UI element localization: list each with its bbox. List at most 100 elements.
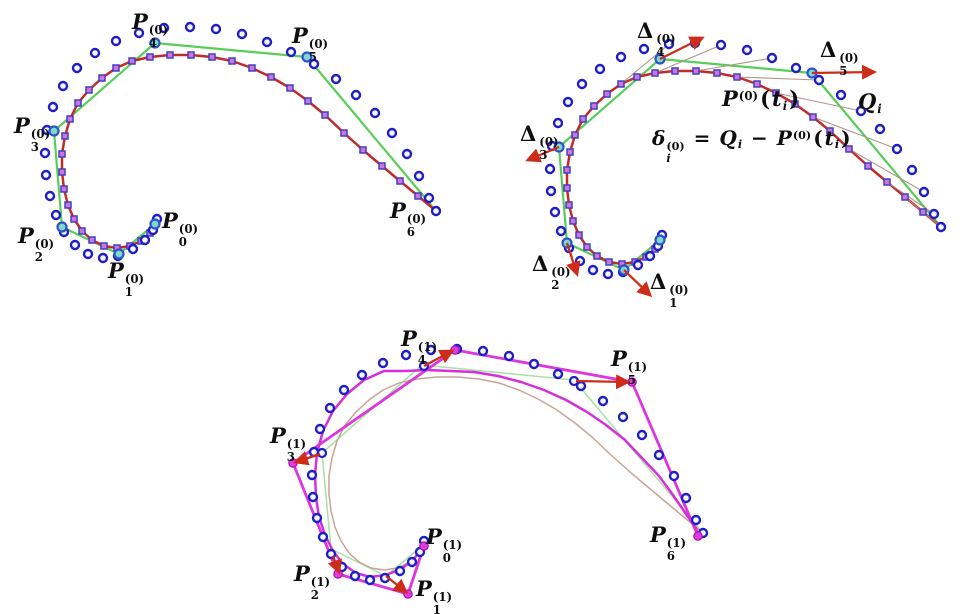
data-point: [400, 349, 412, 361]
data-point: [552, 117, 564, 129]
data-point: [386, 127, 398, 139]
data-point: [338, 384, 350, 396]
data-point: [477, 345, 489, 357]
data-point: [406, 556, 418, 568]
data-point: [69, 239, 81, 251]
data-point: [307, 491, 319, 503]
data-point: [97, 252, 109, 264]
label-D2-iter0: Δ (0) 2: [532, 251, 571, 293]
curve-sample-marker: [321, 111, 329, 119]
curve-sample-marker: [58, 168, 66, 176]
curve-sample-marker: [60, 185, 68, 193]
curve-sample-marker: [864, 162, 872, 170]
label-P2-iter0: P (0) 2: [18, 223, 55, 265]
curve-sample-marker: [563, 166, 571, 174]
curve-sample-marker: [248, 64, 256, 72]
data-point: [210, 23, 222, 35]
data-point: [311, 512, 323, 524]
control-point: [113, 248, 125, 260]
data-point: [741, 44, 753, 56]
error-vector-line: [695, 56, 774, 72]
label-curve-point: P(0)(ti): [722, 86, 800, 113]
label-P0-iter0: P (0) 0: [162, 208, 199, 250]
curve-sample-marker: [208, 53, 216, 61]
curve-sample-marker: [791, 100, 799, 108]
data-point: [906, 164, 918, 176]
curve-sample-marker: [617, 80, 625, 88]
control-point: [149, 218, 161, 230]
data-point: [632, 259, 644, 271]
curve-sample-marker: [66, 115, 74, 123]
data-point: [813, 74, 825, 86]
data-point: [158, 22, 170, 34]
plot-iteration0-errors: [525, 36, 947, 298]
curve-sample-marker: [378, 162, 386, 170]
control-point: [693, 531, 703, 541]
curve-sample-marker: [88, 236, 96, 244]
curve-sample-marker: [61, 132, 69, 140]
data-point: [594, 63, 606, 75]
data-point: [330, 73, 342, 85]
error-vector-line: [886, 181, 935, 215]
curve-sample-marker: [563, 184, 571, 192]
data-point: [423, 192, 435, 204]
curve-sample-marker: [603, 90, 611, 98]
data-point: [413, 170, 425, 182]
label-error-formula: δ (0) i = Qi − P(0)(ti): [652, 126, 851, 166]
curve-sample-marker: [713, 69, 721, 77]
data-point: [184, 21, 196, 33]
data-point: [308, 58, 320, 70]
control-polygon: [52, 41, 438, 256]
data-point: [855, 105, 867, 117]
adjustment-arrow: [327, 555, 342, 575]
fitted-curve: [60, 53, 438, 250]
data-point: [356, 369, 368, 381]
control-point: [654, 234, 666, 246]
data-point: [430, 205, 442, 217]
label-P3-iter0: P (0) 3: [14, 113, 51, 155]
data-point: [314, 423, 326, 435]
label-P1-iter0: P (0) 1: [108, 258, 145, 300]
data-point: [47, 101, 59, 113]
curve-sample-marker: [883, 178, 891, 186]
label-P6-iter0: P (0) 6: [390, 198, 427, 240]
curve-sample-marker: [845, 145, 853, 153]
data-point: [680, 492, 692, 504]
data-point: [928, 208, 940, 220]
data-point: [874, 123, 886, 135]
curve-sample-marker: [286, 84, 294, 92]
data-point: [425, 344, 437, 356]
curve-sample-marker: [590, 102, 598, 110]
data-point: [401, 148, 413, 160]
adjustment-arrow: [565, 242, 581, 277]
error-vector-line: [848, 148, 925, 193]
data-point: [236, 28, 248, 40]
label-P5-iter0: P (0) 5: [292, 23, 329, 65]
data-point: [562, 96, 574, 108]
curve-sample-marker: [753, 80, 761, 88]
data-point: [528, 358, 540, 370]
data-point: [663, 38, 675, 50]
curve-sample-marker: [671, 67, 679, 75]
curve-sample-marker: [396, 177, 404, 185]
data-point: [50, 209, 62, 221]
data-point: [576, 78, 588, 90]
data-point: [790, 62, 802, 74]
label-P0-iter1: P (1) 0: [426, 524, 463, 566]
curve-sample-marker: [583, 243, 591, 251]
control-point: [301, 51, 313, 63]
data-point: [71, 62, 83, 74]
curve-sample-marker: [566, 148, 574, 156]
label-D4-iter0: Δ (0) 4: [637, 18, 676, 60]
curve-sample-marker: [166, 51, 174, 59]
data-point: [40, 169, 52, 181]
data-point: [574, 255, 586, 267]
curve-sample-marker: [340, 129, 348, 137]
label-D5-iter0: Δ (0) 5: [820, 37, 859, 79]
label-P4-iter1: P (1) 4: [401, 326, 438, 368]
data-point: [891, 143, 903, 155]
data-point: [935, 221, 947, 233]
curve-sample-marker: [74, 99, 82, 107]
curve-sample-marker: [228, 57, 236, 65]
